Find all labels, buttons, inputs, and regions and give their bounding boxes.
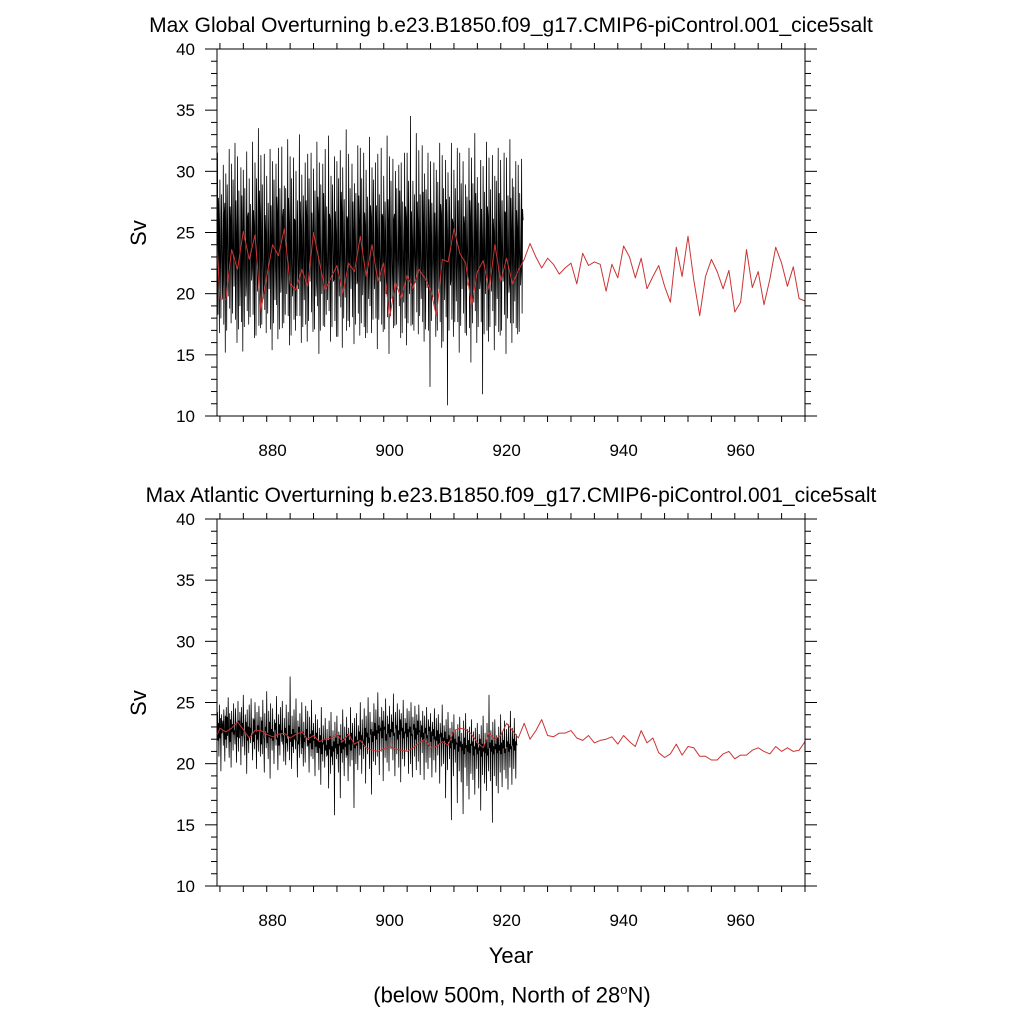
- global-x-tick-label: 920: [492, 441, 520, 460]
- atlantic-y-tick-label: 40: [176, 510, 195, 529]
- global-y-tick-label: 30: [176, 162, 195, 181]
- atlantic-y-axis: 10 15 20 25 30 35 40: [176, 510, 817, 896]
- global-plot-frame: [216, 48, 806, 417]
- atlantic-y-axis-label: Sv: [126, 690, 151, 716]
- atlantic-x-tick-label: 880: [258, 911, 286, 930]
- global-y-tick-label: 40: [176, 40, 195, 59]
- atlantic-x-axis: 880 900 920 940 960: [219, 513, 806, 930]
- global-overturning-panel: Max Global Overturning b.e23.B1850.f09_g…: [126, 14, 873, 460]
- global-x-tick-label: 900: [375, 441, 403, 460]
- atlantic-x-tick-label: 900: [375, 911, 403, 930]
- atlantic-x-axis-label: Year: [489, 943, 533, 968]
- footnote-suffix: N): [627, 982, 651, 1008]
- footnote-prefix: (below 500m, North of 28: [373, 982, 621, 1008]
- global-chart-title: Max Global Overturning b.e23.B1850.f09_g…: [149, 14, 873, 37]
- atlantic-x-tick-label: 920: [492, 911, 520, 930]
- atlantic-y-tick-label: 20: [176, 755, 195, 774]
- atlantic-y-tick-label: 35: [176, 571, 195, 590]
- atlantic-y-tick-label: 10: [176, 877, 195, 896]
- atlantic-y-tick-label: 15: [176, 816, 195, 835]
- atlantic-y-tick-label: 25: [176, 694, 195, 713]
- atlantic-series: [216, 676, 806, 823]
- atlantic-y-tick-label: 30: [176, 632, 195, 651]
- atlantic-chart-title: Max Atlantic Overturning b.e23.B1850.f09…: [146, 484, 877, 507]
- atlantic-monthly-line: [216, 676, 518, 823]
- global-y-tick-label: 10: [176, 407, 195, 426]
- atlantic-plot-frame: [216, 518, 806, 887]
- atlantic-overturning-panel: Max Atlantic Overturning b.e23.B1850.f09…: [126, 484, 877, 968]
- atlantic-x-tick-label: 960: [726, 911, 754, 930]
- atlantic-smoothed-line: [216, 719, 806, 761]
- global-smoothed-line: [216, 228, 806, 319]
- footnote-degree: o: [620, 982, 628, 997]
- global-monthly-line: [216, 115, 524, 406]
- footnote: (below 500m, North of 28oN): [0, 982, 1024, 1008]
- global-series: [216, 115, 806, 406]
- global-y-tick-label: 25: [176, 224, 195, 243]
- global-x-axis: 880 900 920 940 960: [219, 43, 806, 460]
- global-y-tick-label: 15: [176, 346, 195, 365]
- global-x-tick-label: 940: [609, 441, 637, 460]
- global-x-tick-label: 960: [726, 441, 754, 460]
- global-y-axis-label: Sv: [126, 220, 151, 246]
- atlantic-x-tick-label: 940: [609, 911, 637, 930]
- global-y-axis: 10 15 20 25 30 35 40: [176, 40, 817, 426]
- global-y-tick-label: 20: [176, 285, 195, 304]
- global-y-tick-label: 35: [176, 101, 195, 120]
- global-x-tick-label: 880: [258, 441, 286, 460]
